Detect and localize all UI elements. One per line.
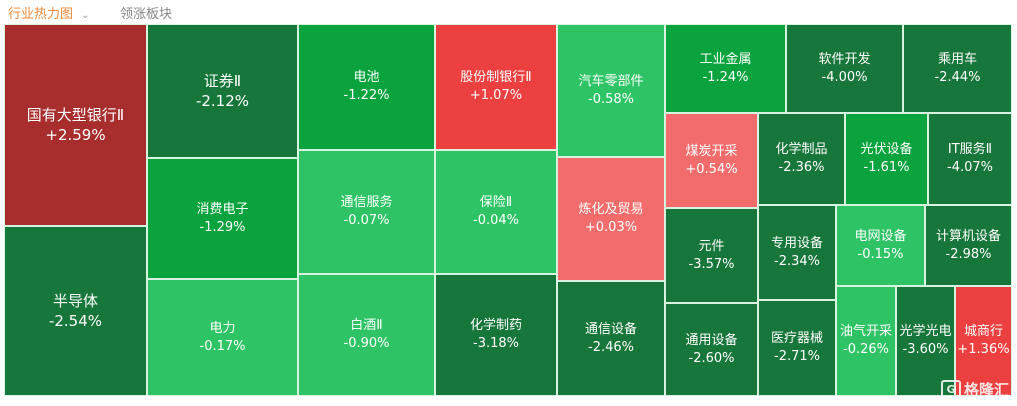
tab-leading-sectors[interactable]: 领涨板块	[120, 7, 173, 22]
tile-name: 化学制品	[775, 142, 828, 158]
tile-13[interactable]: 通信设备 -2.46%	[557, 281, 665, 396]
tile-change: -0.90%	[343, 336, 390, 351]
tile-4[interactable]: 电力 -0.17%	[147, 279, 298, 396]
tile-name: 电网设备	[854, 228, 907, 244]
tile-name: 保险Ⅱ	[479, 195, 513, 211]
tile-change: -4.07%	[947, 160, 993, 175]
tile-name: 电池	[353, 70, 380, 86]
tile-name: 软件开发	[818, 51, 871, 67]
tile-name: 元件	[698, 238, 725, 254]
tile-change: -2.44%	[934, 69, 981, 85]
tile-change: -2.60%	[688, 350, 735, 366]
tile-10[interactable]: 化学制药 -3.18%	[435, 274, 557, 396]
tile-5[interactable]: 电池 -1.22%	[298, 24, 435, 150]
tile-change: -1.22%	[343, 88, 390, 103]
tile-name: 工业金属	[699, 51, 752, 67]
tile-change: +0.54%	[685, 161, 738, 177]
tile-change: -1.29%	[199, 219, 246, 235]
tile-24[interactable]: 计算机设备 -2.98%	[925, 205, 1012, 286]
tile-8[interactable]: 股份制银行Ⅱ +1.07%	[435, 24, 557, 150]
tile-18[interactable]: 化学制品 -2.36%	[758, 113, 845, 205]
tile-name: 通信设备	[584, 321, 637, 337]
tile-name: 白酒Ⅱ	[350, 318, 383, 334]
tile-change: -2.36%	[778, 160, 825, 175]
tile-name: 专用设备	[770, 235, 823, 251]
tile-19[interactable]: 光伏设备 -1.61%	[845, 113, 928, 205]
tab-industry-heatmap[interactable]: 行业热力图 ⌄	[8, 3, 89, 22]
tile-14[interactable]: 工业金属 -1.24%	[665, 24, 786, 113]
chevron-down-icon[interactable]: ⌄	[81, 10, 90, 21]
tile-name: 医疗器械	[770, 331, 823, 347]
tile-change: +2.59%	[45, 126, 106, 144]
tile-7[interactable]: 白酒Ⅱ -0.90%	[298, 274, 435, 396]
tile-change: -2.54%	[48, 312, 103, 330]
tile-name: 通用设备	[685, 332, 738, 348]
tile-23[interactable]: 电网设备 -0.15%	[836, 205, 925, 286]
tile-name: 汽车零部件	[578, 73, 644, 89]
tile-name: 通信服务	[340, 195, 393, 211]
tile-28[interactable]: 光学光电 -3.60%	[896, 286, 955, 396]
tile-change: -2.98%	[945, 246, 992, 262]
tile-name: 煤炭开采	[685, 143, 738, 159]
tile-name: 证券Ⅱ	[203, 71, 242, 90]
tile-change: -2.34%	[774, 253, 820, 269]
tile-20[interactable]: IT服务Ⅱ -4.07%	[928, 113, 1012, 205]
tile-name: 光伏设备	[860, 142, 913, 158]
tile-21[interactable]: 元件 -3.57%	[665, 208, 758, 303]
tile-change: +1.36%	[957, 342, 1010, 357]
tile-change: -0.15%	[857, 246, 904, 262]
tile-16[interactable]: 乘用车 -2.44%	[903, 24, 1012, 113]
tab-label: 行业热力图	[8, 7, 74, 22]
tile-name: 乘用车	[937, 51, 977, 67]
tile-change: -1.61%	[863, 160, 910, 175]
tile-26[interactable]: 医疗器械 -2.71%	[758, 300, 836, 396]
tab-bar: 行业热力图 ⌄ 领涨板块	[0, 0, 1017, 22]
tile-change: -2.71%	[774, 349, 820, 364]
tile-name: 电力	[209, 320, 236, 336]
tile-change: -0.17%	[199, 338, 246, 354]
tile-change: -2.12%	[195, 92, 250, 110]
tile-25[interactable]: 通用设备 -2.60%	[665, 303, 758, 396]
tile-name: 计算机设备	[935, 228, 1001, 244]
tile-name: 国有大型银行Ⅱ	[26, 105, 125, 124]
tile-change: -3.57%	[688, 256, 735, 272]
tile-change: -0.58%	[588, 91, 634, 107]
tile-17[interactable]: 煤炭开采 +0.54%	[665, 113, 758, 208]
tile-2[interactable]: 证券Ⅱ -2.12%	[147, 24, 298, 158]
tile-27[interactable]: 油气开采 -0.26%	[836, 286, 896, 396]
tile-name: 城商行	[963, 324, 1003, 340]
tile-change: -0.07%	[343, 213, 390, 228]
tile-15[interactable]: 软件开发 -4.00%	[786, 24, 903, 113]
tile-22[interactable]: 专用设备 -2.34%	[758, 205, 836, 300]
tile-3[interactable]: 消费电子 -1.29%	[147, 158, 298, 279]
watermark-logo: G 格隆汇	[940, 379, 1009, 400]
tile-11[interactable]: 汽车零部件 -0.58%	[557, 24, 665, 157]
tile-29[interactable]: 城商行 +1.36%	[955, 286, 1012, 396]
tile-change: -3.60%	[902, 342, 949, 357]
tile-change: +0.03%	[584, 220, 638, 235]
tile-1[interactable]: 半导体 -2.54%	[4, 226, 147, 396]
tile-change: -1.24%	[702, 69, 749, 85]
tile-change: -3.18%	[473, 336, 519, 351]
watermark-text: 格隆汇	[963, 381, 1009, 399]
tile-name: 消费电子	[196, 201, 249, 217]
tile-change: +1.07%	[469, 88, 523, 103]
tile-change: -2.46%	[588, 339, 634, 355]
tile-0[interactable]: 国有大型银行Ⅱ +2.59%	[4, 24, 147, 226]
tile-name: 油气开采	[839, 324, 892, 340]
tile-name: 股份制银行Ⅱ	[460, 70, 532, 86]
tile-9[interactable]: 保险Ⅱ -0.04%	[435, 150, 557, 274]
tile-change: -0.04%	[473, 213, 519, 228]
tile-change: -0.26%	[843, 342, 889, 357]
tile-name: 光学光电	[899, 324, 952, 340]
logo-icon: G	[940, 379, 961, 400]
tile-name: IT服务Ⅱ	[947, 142, 993, 158]
tile-name: 半导体	[52, 291, 98, 310]
tile-change: -4.00%	[821, 69, 868, 85]
tile-name: 炼化及贸易	[578, 202, 644, 218]
tile-name: 化学制药	[469, 318, 522, 334]
tile-6[interactable]: 通信服务 -0.07%	[298, 150, 435, 274]
tile-12[interactable]: 炼化及贸易 +0.03%	[557, 157, 665, 281]
